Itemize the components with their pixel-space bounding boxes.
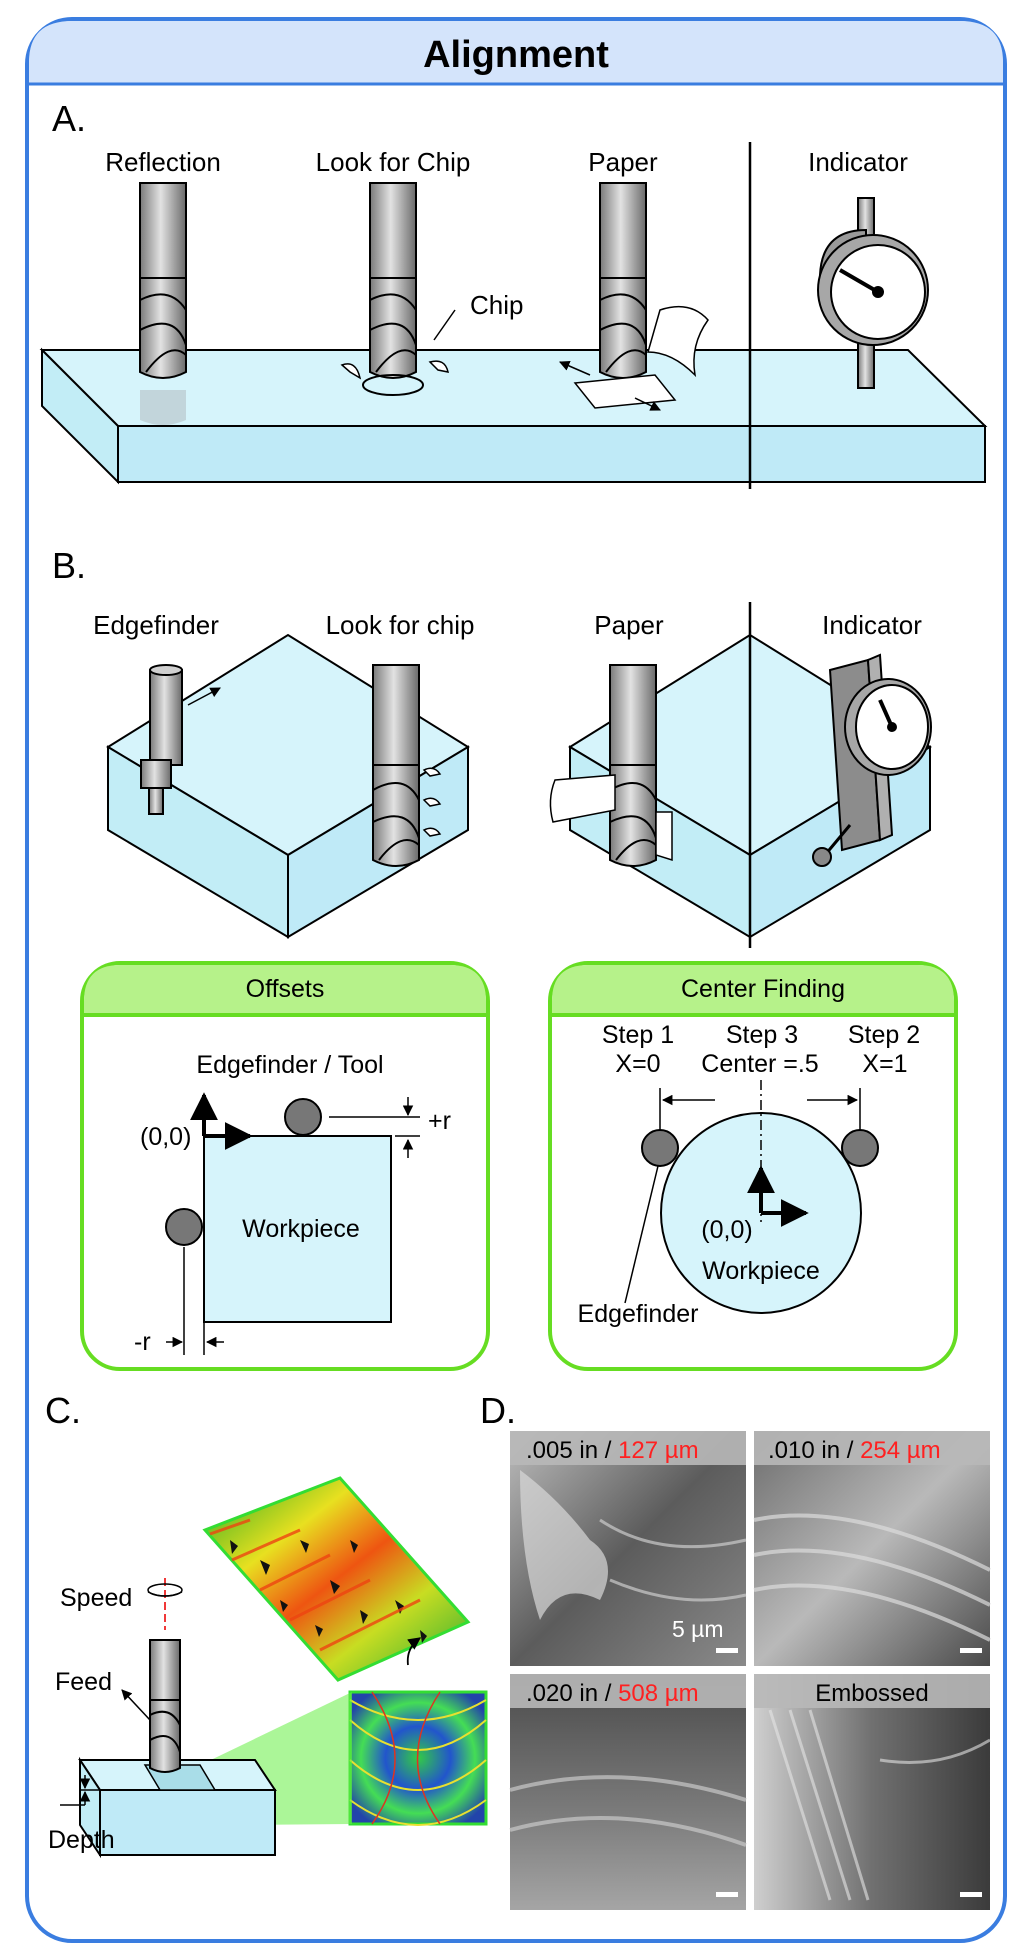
step2-value: X=1 (862, 1050, 907, 1078)
panel-b-letter: B. (52, 545, 86, 586)
panel-a-letter: A. (52, 98, 86, 139)
surface-3d-plot (202, 1476, 471, 1682)
offsets-origin-label: (0,0) (140, 1123, 191, 1151)
dial-indicator-b-icon (812, 653, 932, 867)
panel-c-letter: C. (45, 1390, 81, 1431)
edgefinder-b-icon (140, 664, 221, 815)
label-look-for-chip-b: Look for chip (326, 610, 475, 640)
label-chip: Chip (470, 290, 523, 320)
offsets-tool-label: Edgefinder / Tool (196, 1051, 383, 1079)
panel-d-letter: D. (480, 1390, 516, 1431)
label-paper: Paper (588, 147, 658, 177)
label-edgefinder: Edgefinder (93, 610, 219, 640)
center-edgefinder-label: Edgefinder (578, 1300, 699, 1328)
center-finding-title: Center Finding (681, 975, 845, 1003)
step1-value: X=0 (615, 1050, 660, 1078)
offsets-minus-r: -r (134, 1328, 151, 1356)
label-indicator-b: Indicator (822, 610, 922, 640)
sem-image-3 (509, 1674, 747, 1910)
offsets-title: Offsets (246, 975, 325, 1003)
figure-title: Alignment (423, 34, 609, 76)
dial-indicator-a-icon (817, 197, 929, 389)
label-speed: Speed (60, 1584, 132, 1612)
step3-value: Center =.5 (701, 1050, 818, 1078)
label-reflection: Reflection (105, 147, 221, 177)
scale-bar-label: 5 µm (672, 1616, 724, 1642)
step2-label: Step 2 (848, 1021, 920, 1049)
sem-2-label: .010 in / 254 µm (768, 1437, 941, 1464)
sem-image-4 (754, 1674, 991, 1910)
milling-block (60, 1756, 277, 1859)
step3-label: Step 3 (726, 1021, 798, 1049)
center-finding-diagram (624, 1080, 879, 1314)
label-feed: Feed (55, 1668, 112, 1696)
zoom-arrow (406, 1637, 422, 1666)
sem-1-label: .005 in / 127 µm (526, 1437, 699, 1464)
offsets-diagram (165, 1092, 420, 1355)
step1-label: Step 1 (602, 1021, 674, 1049)
sem-3-label: .020 in / 508 µm (526, 1680, 699, 1707)
center-workpiece-label: Workpiece (702, 1257, 820, 1285)
endmill-c-icon (121, 1578, 183, 1773)
sem-4-label: Embossed (815, 1680, 928, 1707)
endmill-b-chip-icon (372, 664, 442, 867)
offsets-plus-r: +r (428, 1107, 451, 1135)
label-look-for-chip: Look for Chip (316, 147, 471, 177)
center-origin-label: (0,0) (701, 1216, 752, 1244)
endmill-reflection-icon (139, 182, 187, 425)
fringe-map (348, 1690, 488, 1826)
endmill-chip-icon (340, 182, 456, 396)
title-bar (29, 21, 1003, 84)
offsets-workpiece-label: Workpiece (242, 1215, 360, 1243)
sem-image-2 (753, 1431, 991, 1666)
label-depth: Depth (48, 1826, 115, 1854)
endmill-paper-icon (559, 182, 709, 411)
endmill-b-paper-icon (549, 664, 673, 867)
label-indicator: Indicator (808, 147, 908, 177)
sem-image-1 (510, 1431, 747, 1666)
label-paper-b: Paper (594, 610, 664, 640)
